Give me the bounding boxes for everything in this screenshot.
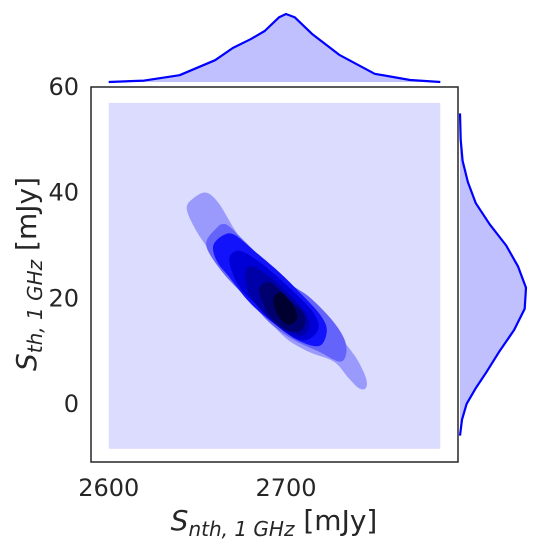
y-axis-label-unit: [mJy] xyxy=(10,177,43,260)
x-axis-label-subscript: nth, 1 GHz xyxy=(188,517,295,541)
y-marginal-density xyxy=(458,113,528,436)
y-marginal-line xyxy=(458,113,528,436)
x-marginal-line xyxy=(108,12,441,84)
y-marginal-fill xyxy=(460,113,526,436)
y-axis-label-subscript: th, 1 GHz xyxy=(23,259,47,353)
joint-plot-area xyxy=(90,86,459,463)
y-tick-label: 40 xyxy=(48,179,79,207)
x-axis-label: Snth, 1 GHz [mJy] xyxy=(171,504,378,541)
y-axis-label-symbol: S xyxy=(10,353,43,371)
y-tick-label: 0 xyxy=(64,390,79,418)
x-axis-label-symbol: S xyxy=(171,504,189,537)
y-axis-ticks: 0 20 40 60 xyxy=(48,73,79,418)
x-tick-label: 2700 xyxy=(255,474,316,502)
x-marginal-density xyxy=(108,12,441,84)
x-axis-ticks: 2600 2700 xyxy=(78,474,316,502)
y-axis-label: Sth, 1 GHz [mJy] xyxy=(10,177,47,371)
x-tick-label: 2600 xyxy=(78,474,139,502)
x-marginal-fill xyxy=(108,14,441,82)
y-tick-label: 60 xyxy=(48,73,79,101)
x-axis-label-unit: [mJy] xyxy=(294,504,377,537)
plot-frame xyxy=(90,86,459,463)
kde-contour-level-7 xyxy=(273,292,298,325)
y-tick-label: 20 xyxy=(48,284,79,312)
